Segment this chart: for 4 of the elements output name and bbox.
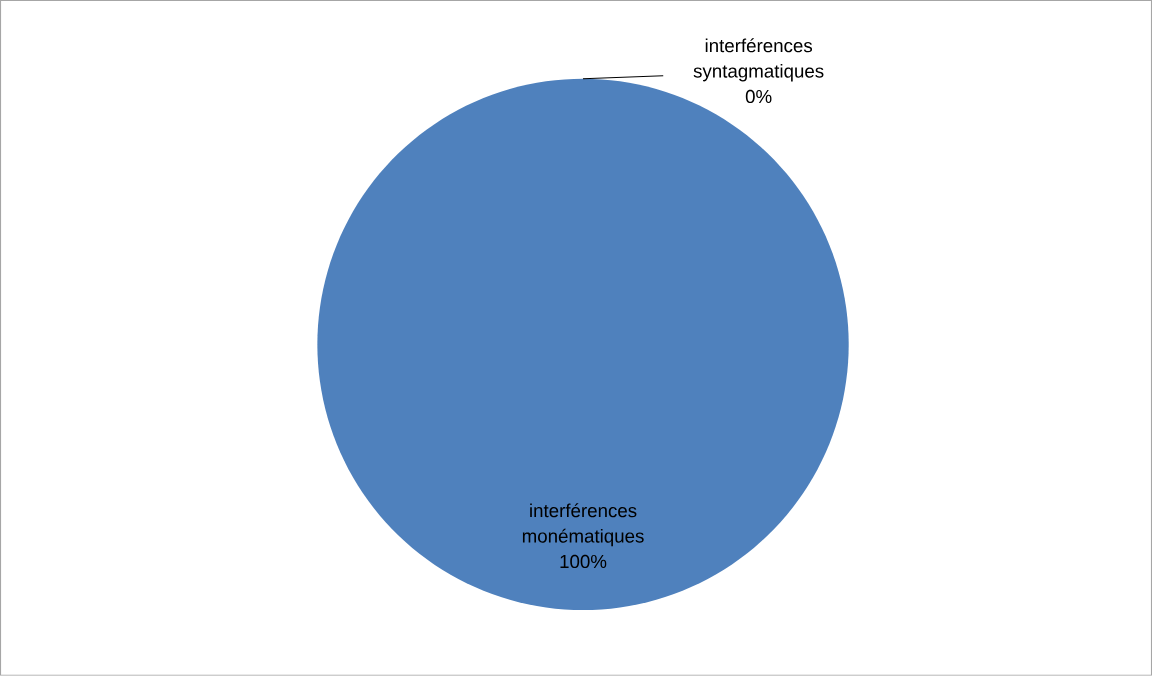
data-label: 100% xyxy=(560,554,607,569)
category-label: interférences syntagmatiques xyxy=(693,38,824,82)
text: 0% xyxy=(745,89,772,104)
slice-label: interférences monématiques xyxy=(522,503,644,547)
